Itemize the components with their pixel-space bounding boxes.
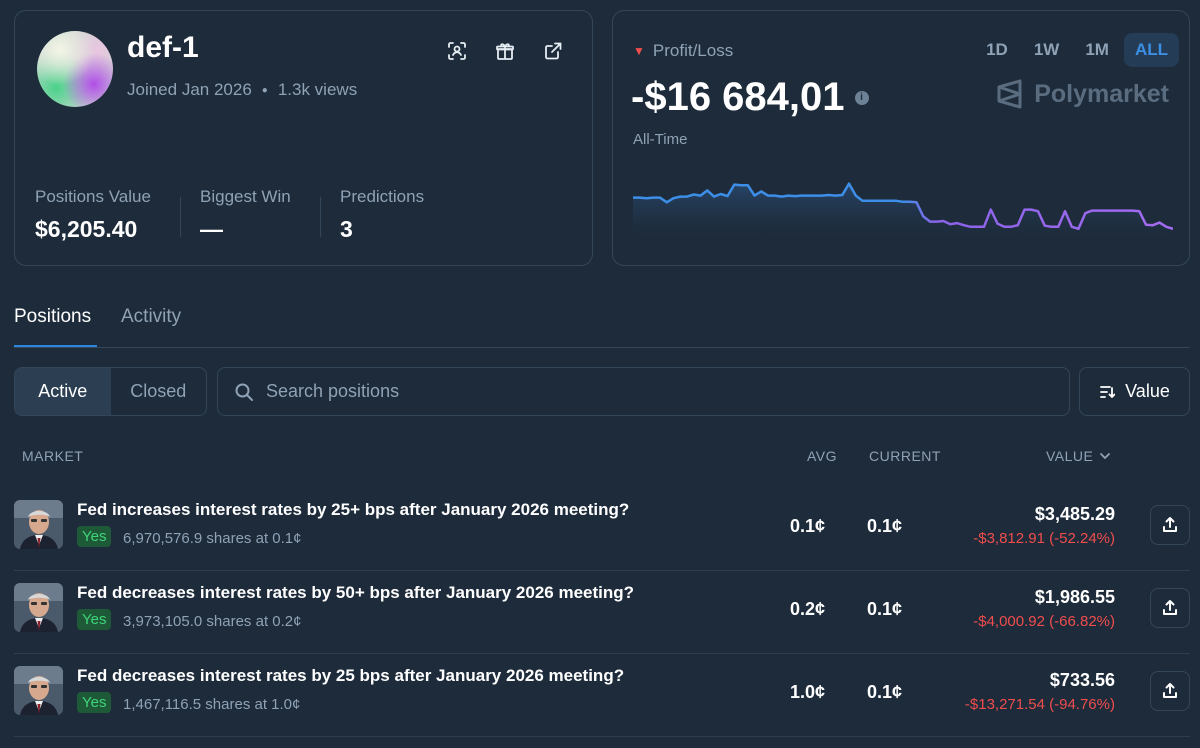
range-tabs: 1D 1W 1M ALL [975,33,1179,67]
active-tab-underline [14,345,97,347]
profile-meta: Joined Jan 2026 ● 1.3k views [127,80,357,100]
avatar [37,31,113,107]
range-tab-1d[interactable]: 1D [986,40,1008,59]
scan-icon [448,42,466,60]
position-pnl: -$3,812.91 (-52.24%) [973,530,1115,547]
avg-price: 1.0¢ [790,682,826,702]
current-price: 0.1¢ [867,516,903,536]
tab-activity[interactable]: Activity [121,306,182,327]
column-header-value-label: VALUE [1046,448,1094,464]
meta-separator: ● [261,84,268,96]
stat-divider [320,197,321,237]
pnl-period-label: All-Time [633,131,688,148]
current-price: 0.1¢ [867,682,903,702]
avg-price: 0.1¢ [790,516,826,536]
column-header-avg[interactable]: AVG [807,448,838,464]
position-pnl: -$4,000.92 (-66.82%) [973,613,1115,630]
outcome-badge: Yes [77,609,112,630]
pnl-value: -$16 684,01 [631,75,845,119]
market-title[interactable]: Fed decreases interest rates by 50+ bps … [77,583,635,602]
avg-price: 0.2¢ [790,599,826,619]
search-icon [235,383,253,401]
stat-label: Biggest Win [200,187,291,206]
shares-info: 1,467,116.5 shares at 1.0¢ [123,696,301,713]
filter-active-button[interactable]: Active [15,368,111,415]
pnl-card: ▼ Profit/Loss -$16 684,01 i All-Time 1D … [612,10,1190,266]
status-filter: Active Closed [14,367,207,416]
share-button[interactable] [1150,505,1190,545]
sort-button[interactable]: Value [1079,367,1190,416]
pnl-label: Profit/Loss [652,41,734,60]
external-link-icon [545,42,562,60]
position-value: $3,485.29 [1034,504,1115,524]
view-count: 1.3k views [277,80,358,99]
table-row[interactable]: Fed decreases interest rates by 50+ bps … [14,571,1190,654]
stat-value: 3 [340,216,353,242]
column-header-market: MARKET [22,448,84,464]
profile-card: def-1 Joined Jan 2026 ● 1.3k views Posit… [14,10,593,266]
stat-label: Positions Value [35,187,151,206]
view-tabs: Positions Activity [14,296,1190,348]
down-triangle-icon: ▼ [633,44,645,58]
share-icon [1163,517,1177,532]
column-header-current[interactable]: CURRENT [869,448,941,464]
polymarket-logo-icon [997,79,1022,109]
market-thumbnail [14,500,63,549]
market-title[interactable]: Fed increases interest rates by 25+ bps … [77,500,630,519]
stat-value: $6,205.40 [35,216,138,242]
scan-button[interactable] [445,39,469,63]
market-title[interactable]: Fed decreases interest rates by 25 bps a… [77,666,625,685]
share-button[interactable] [1150,588,1190,628]
range-tab-all[interactable]: ALL [1123,33,1179,67]
position-value: $733.56 [1049,670,1115,690]
stat-biggest-win: Biggest Win — [200,187,291,243]
joined-date: Joined Jan 2026 [127,80,252,99]
search-box [217,367,1070,416]
current-price: 0.1¢ [867,599,903,619]
share-button[interactable] [1150,671,1190,711]
shares-info: 6,970,576.9 shares at 0.1¢ [123,530,302,547]
position-pnl: -$13,271.54 (-94.76%) [964,696,1115,713]
range-tab-1m[interactable]: 1M [1085,40,1109,59]
table-row[interactable]: Fed decreases interest rates by 25 bps a… [14,654,1190,737]
chevron-down-icon [1100,453,1111,460]
info-icon[interactable]: i [854,90,869,105]
filter-closed-button[interactable]: Closed [130,381,187,401]
stat-positions-value: Positions Value $6,205.40 [35,187,151,243]
gift-button[interactable] [493,39,517,63]
stat-label: Predictions [340,187,425,206]
outcome-badge: Yes [77,692,112,713]
outcome-badge: Yes [77,526,112,547]
sort-label: Value [1125,381,1170,401]
gift-icon [496,43,514,60]
username: def-1 [127,31,199,64]
external-link-button[interactable] [541,39,565,63]
stat-value: — [200,216,223,242]
range-tab-1w[interactable]: 1W [1033,40,1060,59]
stat-divider [180,197,181,237]
pnl-header: ▼ Profit/Loss [633,41,733,61]
sort-icon [1100,385,1116,398]
stat-predictions: Predictions 3 [340,187,424,243]
pnl-sparkline [633,182,1173,249]
table-row[interactable]: Fed increases interest rates by 25+ bps … [14,488,1190,571]
search-input[interactable] [266,381,1026,402]
share-icon [1163,600,1177,615]
tab-positions[interactable]: Positions [14,306,92,327]
pnl-value-row: -$16 684,01 i [631,75,869,120]
market-thumbnail [14,666,63,715]
brand-watermark: Polymarket [996,79,1169,109]
shares-info: 3,973,105.0 shares at 0.2¢ [123,613,302,630]
sparkline-fill [633,183,1173,249]
market-thumbnail [14,583,63,632]
brand-name: Polymarket [1034,79,1169,108]
position-value: $1,986.55 [1034,587,1115,607]
sparkline-line [633,182,1173,231]
column-header-value[interactable]: VALUE [1046,448,1111,464]
share-icon [1163,683,1177,698]
